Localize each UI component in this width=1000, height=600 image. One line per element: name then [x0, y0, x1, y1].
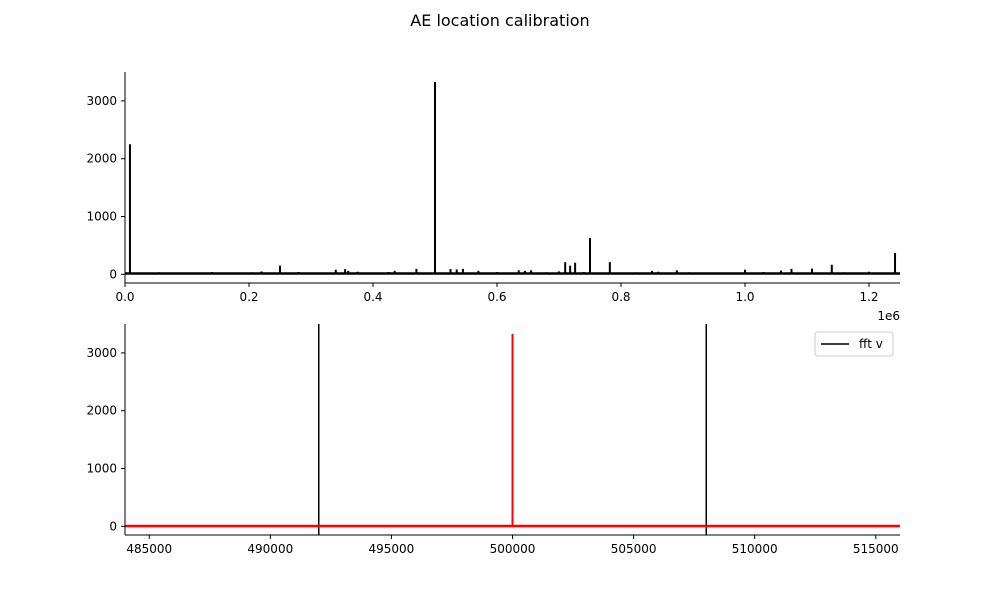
overview-y-tick-label-0: 0	[109, 267, 117, 281]
legend-label-fft-v: fft v	[859, 337, 883, 351]
overview-x-tick-label-2: 0.4	[363, 290, 382, 304]
zoomed-x-tick-label-2: 495000	[369, 542, 415, 556]
overview-x-tick-label-1: 0.2	[239, 290, 258, 304]
overview-x-tick-label-3: 0.6	[487, 290, 506, 304]
zoomed-y-tick-label-0: 0	[109, 519, 117, 533]
overview-x-offset-label: 1e6	[877, 309, 900, 323]
zoomed-x-tick-label-6: 515000	[853, 542, 899, 556]
overview-x-ticks: 0.0 0.2 0.4 0.6 0.8 1.0 1.2	[115, 283, 879, 304]
zoomed-y-tick-label-1: 1000	[86, 462, 117, 476]
overview-y-tick-label-2: 2000	[86, 152, 117, 166]
overview-x-tick-label-5: 1.0	[735, 290, 754, 304]
zoomed-spectrum-plot	[125, 324, 900, 535]
overview-x-tick-label-0: 0.0	[115, 290, 134, 304]
legend: fft v	[814, 331, 894, 357]
overview-y-tick-label-1: 1000	[86, 210, 117, 224]
zoomed-x-tick-label-4: 505000	[611, 542, 657, 556]
zoomed-y-tick-label-3: 3000	[86, 346, 117, 360]
overview-spectrum-panel: 0.0 0.2 0.4 0.6 0.8 1.0 1.2 0 1000 2000 3000 1e6	[86, 72, 900, 323]
zoomed-x-tick-label-0: 485000	[126, 542, 172, 556]
overview-y-ticks: 0 1000 2000 3000	[86, 94, 125, 281]
overview-y-tick-label-3: 3000	[86, 94, 117, 108]
zoomed-x-ticks: 485000 490000 495000 500000 505000 510000 5150…	[126, 535, 899, 556]
zoomed-x-tick-label-5: 510000	[732, 542, 778, 556]
zoomed-spectrum-panel: 485000 490000 495000 500000 505000 510000 5150…	[86, 324, 900, 556]
zoomed-x-tick-label-1: 490000	[247, 542, 293, 556]
zoomed-y-ticks: 0 1000 2000 3000	[86, 346, 125, 533]
overview-x-tick-label-6: 1.2	[859, 290, 878, 304]
figure-title: AE location calibration	[410, 11, 589, 30]
legend-frame	[814, 331, 894, 357]
overview-spectrum-plot	[125, 81, 900, 275]
overview-x-tick-label-4: 0.8	[611, 290, 630, 304]
zoomed-x-tick-label-3: 500000	[490, 542, 536, 556]
zoomed-y-tick-label-2: 2000	[86, 404, 117, 418]
